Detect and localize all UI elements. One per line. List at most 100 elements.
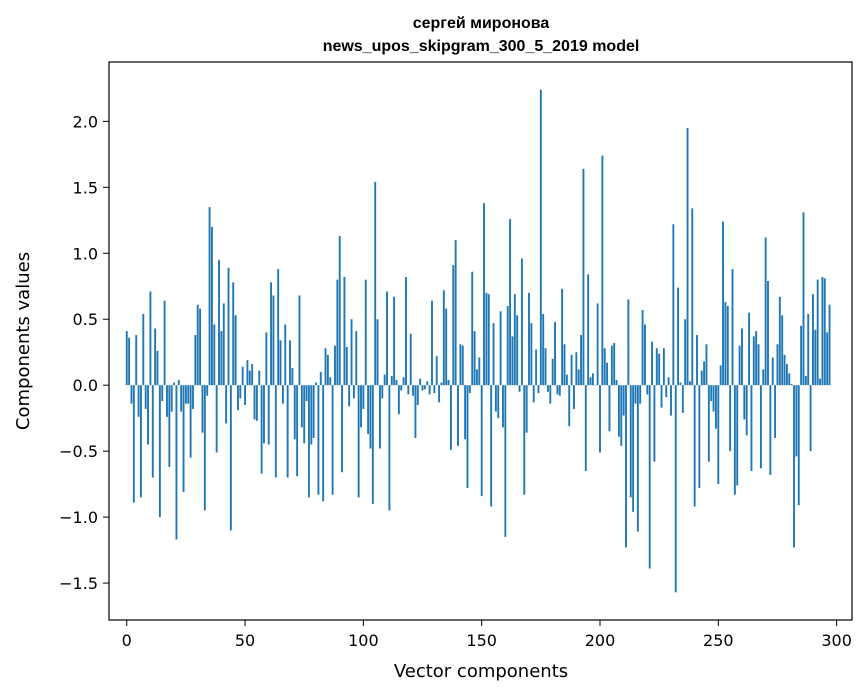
bar xyxy=(232,282,235,386)
bar xyxy=(447,379,450,386)
bar xyxy=(322,385,325,502)
chart-title: сергей миронова xyxy=(413,15,550,32)
bar xyxy=(644,324,646,386)
y-tick-label: 1.0 xyxy=(73,244,98,263)
bar xyxy=(584,385,587,471)
bar xyxy=(573,385,575,409)
bar xyxy=(192,385,194,409)
bar xyxy=(549,385,552,404)
bar xyxy=(300,385,303,428)
bar xyxy=(724,302,727,386)
bar xyxy=(826,332,829,386)
bar xyxy=(341,385,344,473)
bar xyxy=(388,385,391,511)
bar xyxy=(395,379,398,386)
bar xyxy=(352,385,355,399)
bar xyxy=(793,385,795,548)
bar xyxy=(509,218,512,386)
bar xyxy=(383,374,386,386)
bar xyxy=(672,224,675,386)
bar xyxy=(329,377,332,386)
bar xyxy=(305,385,308,402)
bar xyxy=(790,383,793,386)
bar xyxy=(215,385,218,453)
bar xyxy=(229,385,232,531)
bar xyxy=(814,329,817,386)
bar xyxy=(130,385,133,404)
bar xyxy=(163,300,166,386)
bar xyxy=(688,381,691,386)
bar xyxy=(823,278,826,386)
bar xyxy=(390,375,393,386)
bar xyxy=(634,385,637,404)
bar xyxy=(144,385,147,409)
bar xyxy=(421,385,424,391)
bar xyxy=(518,385,521,392)
bar xyxy=(741,328,743,386)
bar xyxy=(485,292,488,386)
bar xyxy=(137,385,140,417)
bar xyxy=(151,385,154,478)
bar xyxy=(636,385,639,532)
bar xyxy=(272,295,275,386)
bar xyxy=(412,385,415,396)
bar xyxy=(490,385,493,507)
bar xyxy=(499,311,502,386)
bar xyxy=(615,379,618,386)
y-axis-label: Components values xyxy=(13,252,34,430)
bar xyxy=(812,294,814,386)
bar xyxy=(128,337,131,386)
bar xyxy=(303,385,306,444)
bar xyxy=(296,385,299,477)
bar xyxy=(291,368,294,386)
bar xyxy=(442,290,445,386)
bar xyxy=(712,385,715,412)
bar xyxy=(376,319,379,386)
bar xyxy=(461,345,464,386)
bar xyxy=(468,385,471,394)
bar xyxy=(729,385,732,452)
x-tick-label: 250 xyxy=(703,631,734,650)
bar xyxy=(591,373,594,386)
bar xyxy=(457,385,459,446)
bar xyxy=(601,155,604,386)
bar xyxy=(497,385,500,419)
bar xyxy=(407,385,410,395)
bar xyxy=(184,385,187,404)
bar xyxy=(738,345,741,386)
bar xyxy=(426,381,429,386)
bar xyxy=(809,385,812,452)
bar xyxy=(641,310,644,386)
bar xyxy=(364,279,367,386)
bar xyxy=(210,226,213,386)
bar xyxy=(575,352,578,386)
bar xyxy=(577,369,580,386)
bar xyxy=(360,385,362,428)
bar xyxy=(393,296,396,386)
bar xyxy=(759,385,762,469)
bar xyxy=(788,373,791,386)
bar xyxy=(149,291,152,386)
bar xyxy=(156,350,159,386)
bar xyxy=(745,385,748,436)
bar xyxy=(405,277,407,386)
bar xyxy=(565,374,568,386)
bar xyxy=(587,274,590,386)
bar xyxy=(445,308,448,386)
bar xyxy=(473,331,476,386)
bar xyxy=(234,315,237,386)
bar xyxy=(260,385,263,474)
bar xyxy=(494,385,497,412)
bar xyxy=(414,385,417,438)
bar xyxy=(653,385,656,462)
bar xyxy=(800,325,803,386)
bar xyxy=(402,377,405,386)
bar xyxy=(466,385,469,489)
bar xyxy=(771,357,774,386)
bar xyxy=(528,292,530,386)
bar xyxy=(355,331,358,386)
bar xyxy=(795,385,798,457)
bar xyxy=(180,385,183,412)
bar xyxy=(222,303,225,386)
